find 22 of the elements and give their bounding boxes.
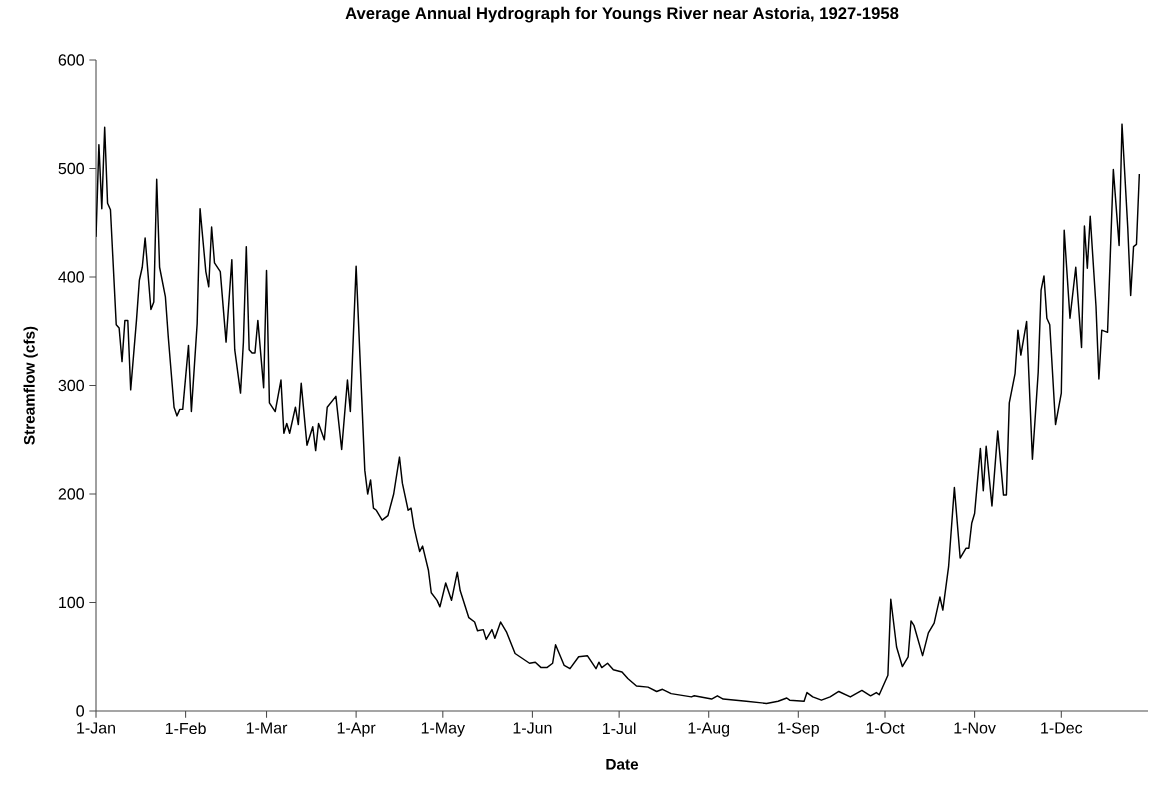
y-tick-label: 200 <box>58 488 84 500</box>
x-tick-label: 1-Jul <box>602 722 636 735</box>
y-tick-label: 400 <box>58 271 84 283</box>
x-tick-label: 1-Sep <box>778 722 819 737</box>
x-tick-label: 1-Oct <box>866 722 905 734</box>
x-tick-label: 1-May <box>421 722 466 737</box>
chart-title: Average Annual Hydrograph for Youngs River near Astoria, 1927-1958 <box>345 6 899 23</box>
x-tick-label: 1-Aug <box>688 722 730 737</box>
y-tick-label: 100 <box>59 596 84 609</box>
x-tick-label: 1-Dec <box>1041 722 1083 734</box>
x-tick-label: 1-Jun <box>513 722 552 734</box>
x-tick-label: 1-Mar <box>246 722 288 734</box>
x-tick-label: 1-Jan <box>77 722 115 734</box>
x-axis-title: Date <box>606 758 639 770</box>
x-tick-label: 1-Nov <box>954 722 996 734</box>
y-tick-label: 300 <box>58 379 84 392</box>
y-tick-label: 500 <box>58 162 84 175</box>
x-tick-label: 1-Apr <box>337 722 376 737</box>
y-tick-label: 0 <box>76 705 85 717</box>
x-tick-label: 1-Feb <box>165 722 206 735</box>
y-tick-label: 600 <box>58 54 84 66</box>
y-axis-title: Streamflow (cfs) <box>23 326 38 445</box>
